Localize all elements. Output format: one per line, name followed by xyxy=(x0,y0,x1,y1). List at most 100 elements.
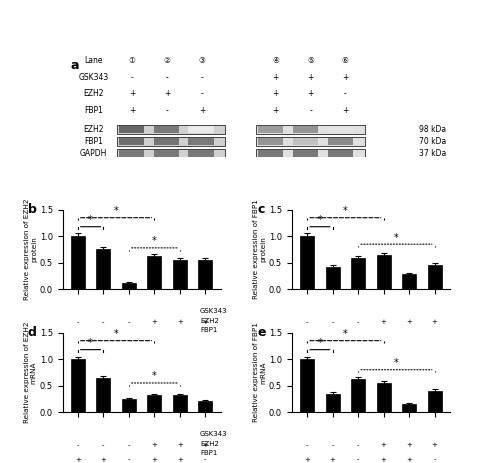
Bar xyxy=(188,125,214,133)
Text: +: + xyxy=(177,442,183,448)
Text: +: + xyxy=(129,89,136,99)
Bar xyxy=(300,236,314,289)
Bar xyxy=(118,150,144,157)
Bar xyxy=(351,379,365,412)
Text: +: + xyxy=(100,457,106,463)
Text: a: a xyxy=(70,59,79,72)
Bar xyxy=(173,395,187,412)
Bar xyxy=(71,359,85,412)
Bar xyxy=(96,250,110,289)
Bar xyxy=(256,125,365,134)
Text: c: c xyxy=(257,203,264,216)
Bar xyxy=(117,149,225,158)
Text: -: - xyxy=(102,319,104,325)
Text: +: + xyxy=(308,89,314,99)
Text: +: + xyxy=(129,106,136,115)
Text: +: + xyxy=(432,348,438,354)
Text: ①: ① xyxy=(304,370,310,379)
Text: +: + xyxy=(432,442,438,448)
Text: +: + xyxy=(342,106,348,115)
Text: +: + xyxy=(304,334,310,340)
Bar xyxy=(173,260,187,289)
Text: +: + xyxy=(272,106,279,115)
Text: +: + xyxy=(177,334,183,340)
Text: -: - xyxy=(357,442,360,448)
Text: *: * xyxy=(152,236,156,246)
Text: -: - xyxy=(128,457,130,463)
Text: *: * xyxy=(114,329,118,339)
Text: -: - xyxy=(76,442,79,448)
Text: +: + xyxy=(75,334,80,340)
Bar xyxy=(328,138,353,145)
Bar xyxy=(326,267,340,289)
Text: ②: ② xyxy=(329,370,336,379)
Text: +: + xyxy=(152,442,158,448)
Text: FBP1: FBP1 xyxy=(200,450,218,457)
Bar xyxy=(293,150,318,157)
Text: +: + xyxy=(380,348,386,354)
Bar xyxy=(376,383,390,412)
Text: ①: ① xyxy=(129,56,136,65)
Text: +: + xyxy=(342,73,348,82)
Text: -: - xyxy=(204,334,206,340)
Text: +: + xyxy=(330,334,336,340)
Bar xyxy=(117,125,225,134)
Text: -: - xyxy=(408,348,410,354)
Text: *: * xyxy=(343,329,348,339)
Text: EZH2: EZH2 xyxy=(200,441,219,447)
Bar xyxy=(154,138,179,145)
Bar xyxy=(293,138,318,145)
Text: e: e xyxy=(257,326,266,339)
Text: -: - xyxy=(434,334,436,340)
Text: +: + xyxy=(406,457,412,463)
Text: +: + xyxy=(152,334,158,340)
Bar xyxy=(154,150,179,157)
Text: +: + xyxy=(199,106,205,115)
Bar xyxy=(256,149,365,158)
Text: -: - xyxy=(76,319,79,325)
Text: ⑥: ⑥ xyxy=(432,370,438,379)
Bar xyxy=(154,125,179,133)
Bar xyxy=(256,137,365,146)
Bar xyxy=(188,150,214,157)
Text: -: - xyxy=(357,319,360,325)
Text: -: - xyxy=(102,442,104,448)
Text: EZH2: EZH2 xyxy=(83,89,104,99)
Text: +: + xyxy=(355,348,361,354)
Bar xyxy=(122,283,136,289)
Text: +: + xyxy=(100,334,106,340)
Text: +: + xyxy=(126,348,132,354)
Text: *: * xyxy=(88,215,93,225)
Text: *: * xyxy=(394,358,399,368)
Text: GSK343: GSK343 xyxy=(200,308,228,314)
Bar xyxy=(71,236,85,289)
Text: *: * xyxy=(343,206,348,216)
Text: ③: ③ xyxy=(198,56,205,65)
Text: ④: ④ xyxy=(151,370,158,379)
Text: -: - xyxy=(357,457,360,463)
Text: +: + xyxy=(202,348,208,354)
Bar xyxy=(188,138,214,145)
Text: FBP1: FBP1 xyxy=(200,327,218,333)
Bar xyxy=(122,399,136,412)
Text: *: * xyxy=(114,206,118,216)
Text: +: + xyxy=(330,457,336,463)
Bar xyxy=(258,125,283,133)
Text: -: - xyxy=(128,319,130,325)
Text: -: - xyxy=(332,348,334,354)
Text: -: - xyxy=(178,348,181,354)
Text: +: + xyxy=(272,73,279,82)
Bar xyxy=(118,138,144,145)
Text: +: + xyxy=(406,319,412,325)
Bar xyxy=(293,125,318,133)
Y-axis label: Relative expression of FBP1
mRNA: Relative expression of FBP1 mRNA xyxy=(253,322,266,422)
Y-axis label: Relative expression of EZH2
protein: Relative expression of EZH2 protein xyxy=(24,199,37,300)
Text: *: * xyxy=(394,232,399,243)
Text: +: + xyxy=(406,334,412,340)
Text: +: + xyxy=(406,442,412,448)
Bar xyxy=(148,395,162,412)
Text: -: - xyxy=(306,319,308,325)
Text: +: + xyxy=(272,89,279,99)
Text: +: + xyxy=(152,319,158,325)
Text: +: + xyxy=(380,457,386,463)
